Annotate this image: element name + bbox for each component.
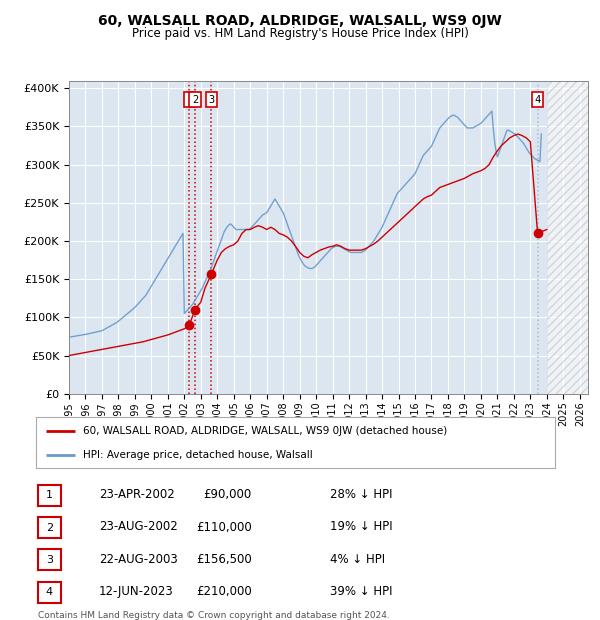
Text: 4: 4	[46, 587, 53, 597]
Bar	[547, 81, 588, 394]
Text: 4: 4	[535, 95, 541, 105]
Text: 28% ↓ HPI: 28% ↓ HPI	[330, 489, 392, 501]
Text: 4% ↓ HPI: 4% ↓ HPI	[330, 553, 385, 565]
Text: 2: 2	[192, 95, 198, 105]
Text: 60, WALSALL ROAD, ALDRIDGE, WALSALL, WS9 0JW: 60, WALSALL ROAD, ALDRIDGE, WALSALL, WS9…	[98, 14, 502, 28]
Text: 22-AUG-2003: 22-AUG-2003	[99, 553, 178, 565]
Text: HPI: Average price, detached house, Walsall: HPI: Average price, detached house, Wals…	[83, 450, 313, 460]
Text: 2: 2	[46, 523, 53, 533]
Text: £210,000: £210,000	[196, 585, 252, 598]
Text: Price paid vs. HM Land Registry's House Price Index (HPI): Price paid vs. HM Land Registry's House …	[131, 27, 469, 40]
Text: 23-AUG-2002: 23-AUG-2002	[99, 521, 178, 533]
Text: 3: 3	[46, 555, 53, 565]
Text: 1: 1	[187, 95, 193, 105]
Text: 1: 1	[46, 490, 53, 500]
Text: 3: 3	[208, 95, 214, 105]
Text: 60, WALSALL ROAD, ALDRIDGE, WALSALL, WS9 0JW (detached house): 60, WALSALL ROAD, ALDRIDGE, WALSALL, WS9…	[83, 427, 447, 436]
Text: £110,000: £110,000	[196, 521, 252, 533]
Text: £90,000: £90,000	[204, 489, 252, 501]
Text: 23-APR-2002: 23-APR-2002	[99, 489, 175, 501]
Text: 39% ↓ HPI: 39% ↓ HPI	[330, 585, 392, 598]
Text: 19% ↓ HPI: 19% ↓ HPI	[330, 521, 392, 533]
Text: 12-JUN-2023: 12-JUN-2023	[99, 585, 174, 598]
Text: Contains HM Land Registry data © Crown copyright and database right 2024.
This d: Contains HM Land Registry data © Crown c…	[38, 611, 389, 620]
Text: £156,500: £156,500	[196, 553, 252, 565]
